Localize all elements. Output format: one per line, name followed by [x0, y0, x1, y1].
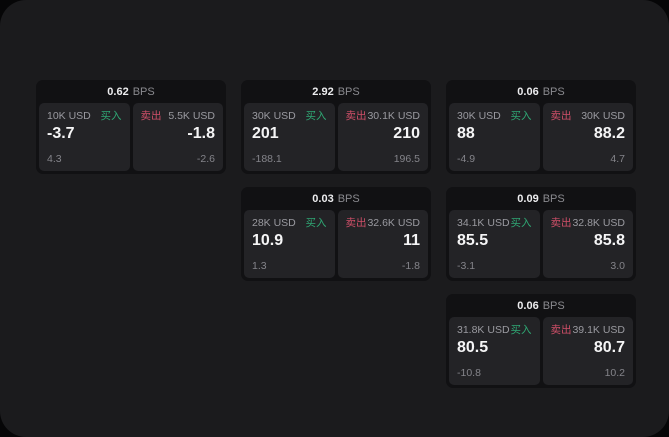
card-header: 0.03 BPS	[244, 187, 428, 210]
card-header: 0.06 BPS	[449, 80, 633, 103]
quote-card-grid: 0.62 BPS 10K USD 买入 -3.7 4.3 卖出 5.5K USD…	[36, 80, 636, 388]
bps-spread-value: 0.03	[312, 192, 334, 205]
sell-sub-value: 10.2	[604, 367, 625, 379]
buy-quote-tile[interactable]: 34.1K USD 买入 85.5 -3.1	[449, 210, 540, 278]
quote-card: 0.06 BPS 31.8K USD 买入 80.5 -10.8 卖出 39.1…	[446, 294, 636, 388]
card-body: 31.8K USD 买入 80.5 -10.8 卖出 39.1K USD 80.…	[449, 317, 633, 385]
buy-sub-value: -188.1	[252, 153, 282, 165]
bps-unit-label: BPS	[132, 85, 155, 98]
sell-price-value: -1.8	[187, 125, 215, 142]
sell-size-label: 32.8K USD	[572, 217, 625, 229]
quote-card: 0.09 BPS 34.1K USD 买入 85.5 -3.1 卖出 32.8K…	[446, 187, 636, 281]
buy-price-value: -3.7	[47, 125, 75, 142]
buy-badge: 买入	[510, 217, 532, 229]
sell-badge: 卖出	[345, 110, 367, 122]
buy-size-label: 31.8K USD	[457, 324, 510, 336]
buy-badge: 买入	[305, 217, 327, 229]
card-body: 10K USD 买入 -3.7 4.3 卖出 5.5K USD -1.8 -2.…	[39, 103, 223, 171]
buy-quote-tile[interactable]: 28K USD 买入 10.9 1.3	[244, 210, 335, 278]
bps-unit-label: BPS	[337, 192, 360, 205]
sell-badge: 卖出	[550, 110, 572, 122]
buy-quote-tile[interactable]: 30K USD 买入 88 -4.9	[449, 103, 540, 171]
sell-price-value: 85.8	[593, 232, 625, 249]
sell-size-label: 30K USD	[581, 110, 625, 122]
buy-quote-tile[interactable]: 30K USD 买入 201 -188.1	[244, 103, 335, 171]
buy-size-label: 34.1K USD	[457, 217, 510, 229]
buy-size-label: 30K USD	[457, 110, 501, 122]
bps-spread-value: 0.06	[517, 85, 539, 98]
sell-quote-tile[interactable]: 卖出 30K USD 88.2 4.7	[542, 103, 633, 171]
sell-size-label: 30.1K USD	[367, 110, 420, 122]
card-body: 30K USD 买入 201 -188.1 卖出 30.1K USD 210 1…	[244, 103, 428, 171]
card-body: 30K USD 买入 88 -4.9 卖出 30K USD 88.2 4.7	[449, 103, 633, 171]
buy-badge: 买入	[510, 324, 532, 336]
buy-badge: 买入	[510, 110, 532, 122]
sell-quote-tile[interactable]: 卖出 5.5K USD -1.8 -2.6	[132, 103, 223, 171]
sell-price-value: 210	[393, 125, 420, 142]
card-header: 0.06 BPS	[449, 294, 633, 317]
buy-quote-tile[interactable]: 10K USD 买入 -3.7 4.3	[39, 103, 130, 171]
sell-badge: 卖出	[345, 217, 367, 229]
bps-spread-value: 2.92	[312, 85, 334, 98]
buy-badge: 买入	[305, 110, 327, 122]
sell-sub-value: 196.5	[393, 153, 420, 165]
buy-sub-value: -4.9	[457, 153, 476, 165]
buy-sub-value: -10.8	[457, 367, 481, 379]
sell-quote-tile[interactable]: 卖出 30.1K USD 210 196.5	[337, 103, 428, 171]
quote-card: 2.92 BPS 30K USD 买入 201 -188.1 卖出 30.1K …	[241, 80, 431, 174]
sell-size-label: 32.6K USD	[367, 217, 420, 229]
sell-sub-value: -2.6	[196, 153, 215, 165]
sell-sub-value: 4.7	[610, 153, 625, 165]
sell-size-label: 5.5K USD	[168, 110, 215, 122]
card-header: 0.62 BPS	[39, 80, 223, 103]
sell-price-value: 11	[403, 232, 420, 249]
sell-quote-tile[interactable]: 卖出 32.6K USD 11 -1.8	[337, 210, 428, 278]
sell-sub-value: 3.0	[610, 260, 625, 272]
buy-size-label: 30K USD	[252, 110, 296, 122]
buy-badge: 买入	[100, 110, 122, 122]
sell-sub-value: -1.8	[401, 260, 420, 272]
sell-price-value: 88.2	[593, 125, 625, 142]
buy-price-value: 80.5	[457, 339, 489, 356]
buy-size-label: 28K USD	[252, 217, 296, 229]
buy-price-value: 88	[457, 125, 475, 142]
sell-badge: 卖出	[550, 217, 572, 229]
sell-price-value: 80.7	[593, 339, 625, 356]
card-body: 28K USD 买入 10.9 1.3 卖出 32.6K USD 11 -1.8	[244, 210, 428, 278]
quote-card: 0.03 BPS 28K USD 买入 10.9 1.3 卖出 32.6K US…	[241, 187, 431, 281]
buy-sub-value: -3.1	[457, 260, 476, 272]
card-body: 34.1K USD 买入 85.5 -3.1 卖出 32.8K USD 85.8…	[449, 210, 633, 278]
bps-spread-value: 0.09	[517, 192, 539, 205]
quote-card: 0.06 BPS 30K USD 买入 88 -4.9 卖出 30K USD 8…	[446, 80, 636, 174]
bps-unit-label: BPS	[542, 85, 565, 98]
buy-sub-value: 4.3	[47, 153, 62, 165]
buy-quote-tile[interactable]: 31.8K USD 买入 80.5 -10.8	[449, 317, 540, 385]
buy-price-value: 85.5	[457, 232, 489, 249]
bps-unit-label: BPS	[542, 299, 565, 312]
buy-size-label: 10K USD	[47, 110, 91, 122]
buy-price-value: 201	[252, 125, 279, 142]
sell-size-label: 39.1K USD	[572, 324, 625, 336]
bps-spread-value: 0.06	[517, 299, 539, 312]
sell-quote-tile[interactable]: 卖出 39.1K USD 80.7 10.2	[542, 317, 633, 385]
bps-unit-label: BPS	[542, 192, 565, 205]
bps-unit-label: BPS	[337, 85, 360, 98]
buy-price-value: 10.9	[252, 232, 284, 249]
card-header: 2.92 BPS	[244, 80, 428, 103]
sell-quote-tile[interactable]: 卖出 32.8K USD 85.8 3.0	[542, 210, 633, 278]
quote-card: 0.62 BPS 10K USD 买入 -3.7 4.3 卖出 5.5K USD…	[36, 80, 226, 174]
card-header: 0.09 BPS	[449, 187, 633, 210]
bps-spread-value: 0.62	[107, 85, 129, 98]
sell-badge: 卖出	[140, 110, 162, 122]
sell-badge: 卖出	[550, 324, 572, 336]
buy-sub-value: 1.3	[252, 260, 267, 272]
